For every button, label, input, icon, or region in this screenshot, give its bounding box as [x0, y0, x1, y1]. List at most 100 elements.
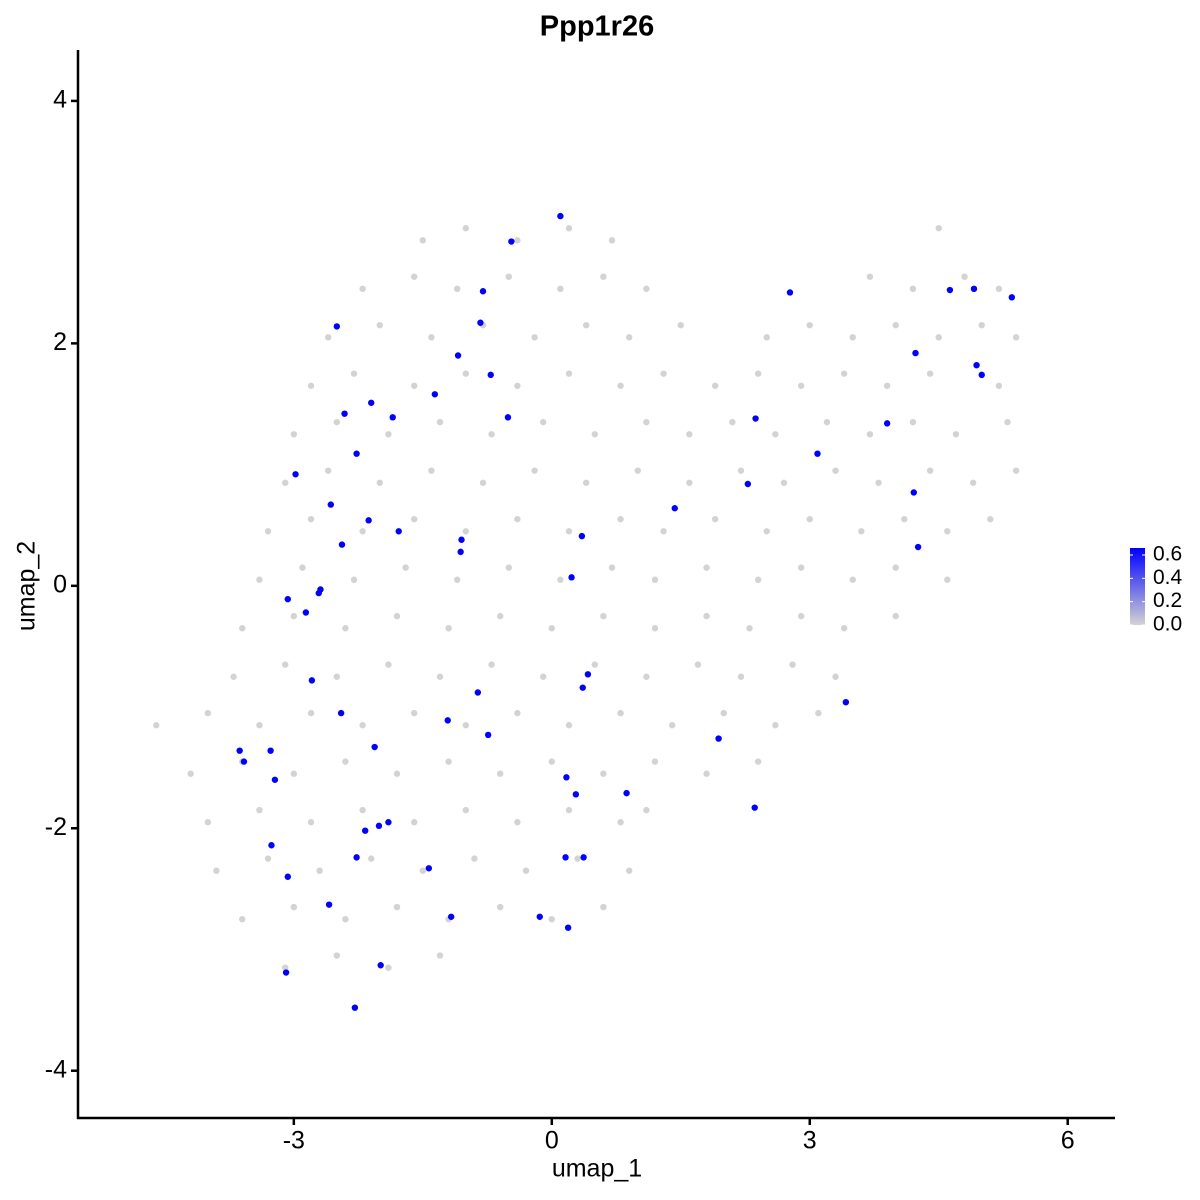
point	[952, 431, 960, 438]
point	[342, 758, 349, 765]
point	[389, 414, 396, 421]
point	[643, 806, 650, 814]
point	[333, 418, 341, 426]
point	[935, 225, 942, 232]
point	[411, 382, 418, 389]
point	[325, 334, 332, 341]
point	[703, 564, 710, 571]
point	[591, 431, 598, 438]
point	[368, 855, 375, 862]
y-axis-label: umap_2	[13, 541, 41, 631]
point	[591, 661, 598, 668]
point	[425, 865, 433, 872]
point	[268, 842, 275, 849]
point	[264, 528, 272, 535]
point	[623, 789, 630, 797]
x-tick-label: 6	[1061, 1127, 1075, 1155]
point	[772, 722, 779, 729]
point	[617, 819, 624, 826]
point	[995, 285, 1003, 293]
point	[797, 382, 805, 389]
point	[763, 528, 770, 535]
point	[849, 576, 856, 583]
point	[677, 321, 684, 329]
point	[883, 382, 891, 389]
point	[368, 399, 375, 406]
point	[474, 689, 482, 696]
point	[436, 952, 444, 959]
point	[315, 589, 322, 597]
y-tick-label: -2	[45, 813, 67, 841]
point	[327, 501, 335, 508]
x-tick-label: 0	[545, 1127, 559, 1155]
point	[780, 479, 788, 486]
point	[522, 867, 530, 874]
point	[462, 225, 470, 232]
point	[565, 722, 573, 729]
point	[651, 758, 659, 765]
y-tick-label: 0	[53, 570, 67, 598]
point	[376, 321, 384, 329]
point	[651, 625, 659, 632]
point	[240, 758, 248, 765]
point	[823, 418, 831, 426]
point	[584, 671, 592, 678]
point	[419, 237, 427, 244]
point	[944, 576, 951, 583]
point	[772, 431, 779, 438]
point	[557, 576, 564, 583]
point	[341, 410, 348, 417]
point	[572, 791, 580, 798]
point	[488, 431, 495, 438]
point	[505, 564, 512, 571]
point	[634, 467, 641, 474]
point	[351, 1004, 359, 1011]
point	[445, 625, 452, 632]
point	[282, 479, 289, 486]
point	[376, 479, 384, 486]
point	[395, 528, 402, 535]
point	[562, 854, 569, 861]
colorbar	[1130, 548, 1145, 625]
point	[365, 517, 372, 524]
point	[496, 612, 504, 620]
point	[564, 924, 572, 931]
point	[514, 515, 521, 523]
point	[292, 471, 299, 478]
point	[763, 334, 770, 341]
point	[806, 515, 813, 523]
point	[514, 237, 521, 244]
point	[256, 576, 263, 583]
point	[840, 625, 848, 632]
point	[431, 391, 439, 398]
point	[350, 370, 358, 377]
point	[754, 576, 762, 583]
point	[625, 334, 633, 341]
point	[230, 673, 237, 680]
point	[1012, 334, 1020, 341]
point	[282, 661, 289, 668]
point	[325, 467, 332, 474]
point	[342, 625, 349, 632]
point	[617, 382, 624, 389]
point	[751, 804, 758, 811]
point	[454, 285, 461, 293]
point	[411, 709, 418, 717]
point	[531, 467, 538, 474]
point	[290, 903, 298, 911]
point	[290, 612, 298, 620]
point	[371, 743, 378, 751]
point	[256, 806, 263, 814]
point	[935, 334, 942, 341]
point	[307, 709, 315, 717]
point	[290, 770, 298, 777]
point	[883, 420, 891, 427]
point	[563, 774, 570, 781]
point	[565, 528, 573, 535]
point	[866, 273, 874, 280]
point	[479, 479, 487, 486]
point	[944, 528, 951, 535]
point	[359, 528, 366, 535]
point	[703, 770, 710, 777]
